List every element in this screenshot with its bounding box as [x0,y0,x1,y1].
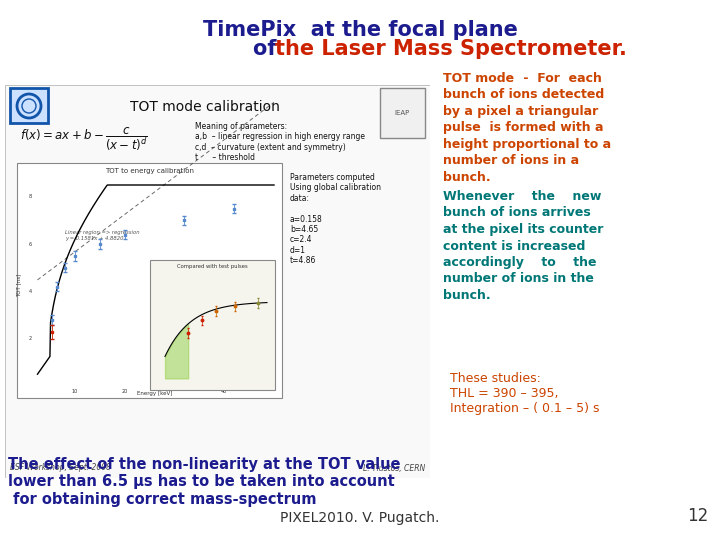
Text: of: of [253,39,284,59]
Text: 6: 6 [29,241,32,247]
Text: by a pixel a triangular: by a pixel a triangular [443,105,598,118]
Text: Compared with test pulses: Compared with test pulses [177,264,248,269]
Text: 2: 2 [29,336,32,341]
Text: pulse  is formed with a: pulse is formed with a [443,122,603,134]
Text: 8: 8 [29,194,32,199]
Bar [380,88,425,138]
Text: TimePix  at the focal plane: TimePix at the focal plane [202,20,518,40]
Text: bunch.: bunch. [443,171,490,184]
Text: accordingly    to    the: accordingly to the [443,256,596,269]
Text: bunch.: bunch. [443,289,490,302]
Text: The effect of the non-linearity at the TOT value
lower than 6.5 μs has to be tak: The effect of the non-linearity at the T… [8,457,400,507]
Text: TOT mode: TOT mode [443,72,514,85]
Text: These studies:: These studies: [450,372,541,385]
Text: TOT mode calibration: TOT mode calibration [130,100,280,114]
Text: TOT [ns]: TOT [ns] [17,274,22,297]
Text: 40: 40 [221,389,228,394]
Text: bunch of ions detected: bunch of ions detected [443,89,604,102]
Text: the Laser Mass Spectrometer.: the Laser Mass Spectrometer. [275,39,627,59]
Text: Energy [keV]: Energy [keV] [137,391,172,396]
Text: Whenever    the    new: Whenever the new [443,190,601,203]
Text: TOT to energy calibration: TOT to energy calibration [105,168,194,174]
Text: Parameters computed
Using global calibration
data:

a=0.158
b=4.65
c=2.4
d=1
t=4: Parameters computed Using global calibra… [290,173,381,265]
Text: at the pixel its counter: at the pixel its counter [443,223,603,236]
Text: bunch of ions arrives: bunch of ions arrives [443,206,590,219]
Text: Meaning of parameters:
a,b  – linear regression in high energy range
c,d  – curv: Meaning of parameters: a,b – linear regr… [195,122,365,162]
Text: Integration – ( 0.1 – 5) s: Integration – ( 0.1 – 5) s [450,402,600,415]
Text: number of ions in a: number of ions in a [443,154,579,167]
Text: IEAP: IEAP [395,110,410,116]
Text: content is increased: content is increased [443,240,585,253]
Text: THL = 390 – 395,: THL = 390 – 395, [450,387,559,400]
Text: 4: 4 [29,289,32,294]
Text: $f(x) = ax + b - \dfrac{c}{(x-t)^{d}}$: $f(x) = ax + b - \dfrac{c}{(x-t)^{d}}$ [20,125,148,153]
Bar [150,260,275,390]
Text: 10: 10 [72,389,78,394]
Text: Energy [keV]: Energy [keV] [155,383,186,388]
Text: number of ions in the: number of ions in the [443,273,594,286]
Text: L. Tlustos, CERN: L. Tlustos, CERN [363,463,425,472]
Text: 12: 12 [687,507,708,525]
Text: -  For  each: - For each [519,72,602,85]
Text: ESF Workshop, Sept. 2008: ESF Workshop, Sept. 2008 [10,463,111,472]
Text: height proportional to a: height proportional to a [443,138,611,151]
Bar [10,88,48,123]
Text: 20: 20 [122,389,127,394]
Text: Linear region => regression
y = 0.1581x + 4.8820: Linear region => regression y = 0.1581x … [65,230,140,241]
Bar [17,163,282,398]
Text: PIXEL2010. V. Pugatch.: PIXEL2010. V. Pugatch. [280,511,440,525]
